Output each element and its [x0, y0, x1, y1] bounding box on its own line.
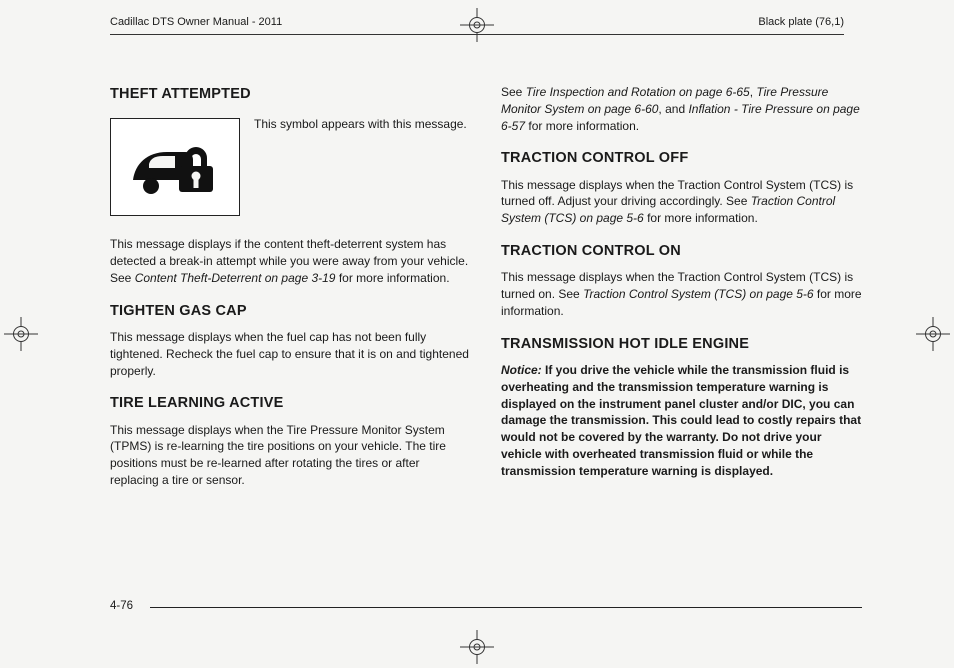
left-registration-mark-icon — [4, 317, 38, 351]
gas-cap-body: This message displays when the fuel cap … — [110, 329, 471, 379]
traction-off-body: This message displays when the Traction … — [501, 177, 862, 227]
page-number: 4-76 — [110, 600, 133, 612]
bottom-registration-mark-icon — [460, 630, 494, 664]
theft-attempted-icon — [110, 118, 240, 216]
notice-label: Notice: — [501, 363, 542, 377]
page-content: THEFT ATTEMPTED This symbol appears with… — [110, 84, 862, 493]
heading-tighten-gas-cap: TIGHTEN GAS CAP — [110, 301, 471, 321]
heading-theft-attempted: THEFT ATTEMPTED — [110, 84, 471, 104]
right-column: See Tire Inspection and Rotation on page… — [501, 84, 862, 493]
heading-tire-learning: TIRE LEARNING ACTIVE — [110, 393, 471, 413]
notice-body: If you drive the vehicle while the trans… — [501, 363, 861, 478]
transmission-notice: Notice: If you drive the vehicle while t… — [501, 362, 862, 480]
theft-icon-row: This symbol appears with this message. — [110, 112, 471, 226]
see-references: See Tire Inspection and Rotation on page… — [501, 84, 862, 134]
heading-traction-off: TRACTION CONTROL OFF — [501, 148, 862, 168]
footer-rule — [150, 607, 862, 608]
traction-on-body: This message displays when the Traction … — [501, 269, 862, 319]
left-column: THEFT ATTEMPTED This symbol appears with… — [110, 84, 471, 493]
header-right-text: Black plate (76,1) — [758, 16, 844, 28]
tire-learning-body: This message displays when the Tire Pres… — [110, 422, 471, 489]
heading-traction-on: TRACTION CONTROL ON — [501, 241, 862, 261]
header-left-text: Cadillac DTS Owner Manual - 2011 — [110, 16, 282, 28]
heading-transmission-hot: TRANSMISSION HOT IDLE ENGINE — [501, 334, 862, 354]
theft-body: This message displays if the content the… — [110, 236, 471, 286]
top-registration-mark-icon — [460, 8, 494, 42]
right-registration-mark-icon — [916, 317, 950, 351]
